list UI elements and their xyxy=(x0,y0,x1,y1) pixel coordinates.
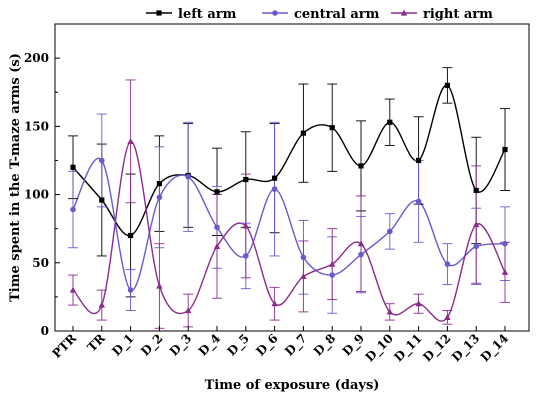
data-point-left-arm xyxy=(243,176,249,183)
legend-marker xyxy=(156,10,162,16)
data-point-central-arm xyxy=(387,228,393,235)
y-tick-label: 100 xyxy=(24,188,49,202)
x-tick-label: D_7 xyxy=(282,331,310,359)
series-line-left-arm xyxy=(72,84,506,237)
x-tick-label: D_6 xyxy=(253,331,281,359)
data-point-central-arm xyxy=(444,261,451,267)
y-tick-label: 150 xyxy=(24,119,49,133)
x-tick-label: D_10 xyxy=(363,331,397,365)
series-line-central-arm xyxy=(72,157,506,291)
data-point-right-arm xyxy=(213,243,221,250)
x-tick-label: D_13 xyxy=(449,331,483,365)
y-axis: 0 50 100 150 200 xyxy=(24,51,60,338)
x-tick-label: D_11 xyxy=(391,331,425,365)
data-point-left-arm xyxy=(473,187,479,194)
x-tick-label: D_3 xyxy=(167,331,195,359)
legend: left arm central arm right arm xyxy=(146,7,493,22)
plot-markers xyxy=(69,82,509,320)
plot-frame xyxy=(54,23,530,332)
data-point-left-arm xyxy=(329,125,335,131)
data-point-right-arm xyxy=(98,301,105,308)
y-tick-label: 50 xyxy=(32,256,49,270)
legend-item-left-arm: left arm xyxy=(146,7,237,22)
x-tick-label: D_4 xyxy=(196,331,224,359)
data-point-central-arm xyxy=(502,240,508,247)
data-point-central-arm xyxy=(358,251,364,258)
data-point-left-arm xyxy=(502,146,508,153)
data-point-central-arm xyxy=(473,243,480,250)
data-point-left-arm xyxy=(300,130,306,136)
x-tick-label: D_1 xyxy=(109,331,137,359)
data-point-right-arm xyxy=(473,221,480,228)
data-point-left-arm xyxy=(99,197,105,203)
data-point-left-arm xyxy=(416,157,422,164)
data-point-right-arm xyxy=(501,268,509,275)
x-tick-label: D_5 xyxy=(225,331,253,359)
data-point-central-arm xyxy=(329,272,336,278)
x-tick-label: PTR xyxy=(49,331,79,361)
data-point-right-arm xyxy=(271,300,278,307)
y-tick-label: 0 xyxy=(41,324,49,338)
data-point-right-arm xyxy=(127,137,134,144)
data-point-central-arm xyxy=(70,206,76,213)
data-point-right-arm xyxy=(444,313,451,320)
y-tick-label: 200 xyxy=(24,51,49,65)
data-point-right-arm xyxy=(242,222,249,229)
data-point-right-arm xyxy=(300,273,307,280)
data-point-central-arm xyxy=(271,186,278,192)
data-point-left-arm xyxy=(272,175,278,181)
legend-marker xyxy=(400,9,408,16)
data-point-central-arm xyxy=(185,174,191,180)
series-line-right-arm xyxy=(72,140,506,322)
x-tick-label: TR xyxy=(85,330,109,354)
data-point-central-arm xyxy=(300,254,307,261)
data-point-right-arm xyxy=(386,308,393,315)
x-tick-label: D_12 xyxy=(420,331,454,365)
data-point-central-arm xyxy=(214,224,220,231)
plot-curves xyxy=(72,84,506,322)
legend-label: right arm xyxy=(423,7,493,22)
x-axis-title: Time of exposure (days) xyxy=(205,378,380,393)
data-point-central-arm xyxy=(127,287,134,293)
data-point-left-arm xyxy=(128,232,134,239)
data-point-right-arm xyxy=(357,240,365,247)
data-point-left-arm xyxy=(70,164,76,170)
data-point-central-arm xyxy=(243,253,249,259)
data-point-right-arm xyxy=(415,300,422,307)
x-axis: PTR TR D_1 D_2 D_3 D_4 D_5 D_6 D_7 D_8 D_9D_10D_11… xyxy=(49,326,512,365)
data-point-left-arm xyxy=(444,82,450,88)
data-point-left-arm xyxy=(214,189,220,195)
data-point-right-arm xyxy=(185,307,192,314)
data-point-central-arm xyxy=(99,157,105,164)
data-point-left-arm xyxy=(387,119,393,125)
data-point-left-arm xyxy=(358,163,364,169)
data-point-right-arm xyxy=(69,286,77,293)
data-point-right-arm xyxy=(329,260,336,267)
data-point-left-arm xyxy=(156,181,162,187)
data-point-central-arm xyxy=(415,198,422,205)
x-tick-label: D_8 xyxy=(311,331,339,359)
legend-item-central-arm: central arm xyxy=(262,7,380,22)
x-tick-label: D_2 xyxy=(138,331,166,359)
legend-label: central arm xyxy=(294,7,380,22)
legend-label: left arm xyxy=(178,7,237,22)
x-tick-label: D_14 xyxy=(478,331,512,365)
legend-marker xyxy=(272,10,278,16)
data-point-right-arm xyxy=(156,282,163,289)
y-axis-title: Time spent in the T-maze arms (s) xyxy=(8,53,23,302)
legend-item-right-arm: right arm xyxy=(391,7,493,22)
data-point-central-arm xyxy=(156,194,163,201)
